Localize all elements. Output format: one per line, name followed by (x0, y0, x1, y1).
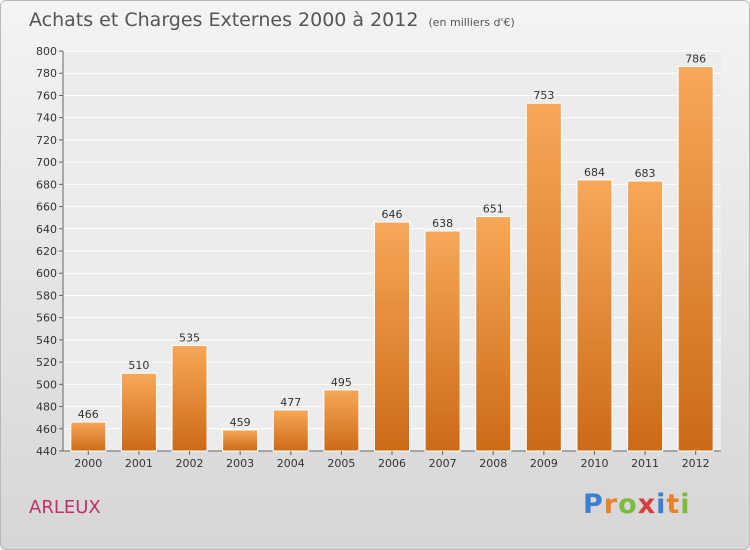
x-tick-label: 2002 (176, 457, 204, 470)
y-tick-label: 580 (36, 289, 57, 302)
bar (424, 230, 461, 452)
logo-letter: i (680, 489, 691, 520)
data-label: 495 (331, 376, 352, 389)
data-label: 510 (128, 359, 149, 372)
x-tick-label: 2003 (226, 457, 254, 470)
y-tick-label: 780 (36, 67, 57, 80)
bar (120, 372, 157, 452)
x-tick-label: 2001 (125, 457, 153, 470)
x-tick-label: 2000 (74, 457, 102, 470)
y-tick-label: 620 (36, 245, 57, 258)
x-tick-label: 2010 (580, 457, 608, 470)
y-tick-label: 800 (36, 45, 57, 58)
y-tick-label: 740 (36, 112, 57, 125)
bar (374, 221, 410, 452)
logo-letter: P (583, 489, 604, 520)
bar (222, 429, 259, 452)
y-tick-label: 540 (36, 334, 57, 347)
y-tick-label: 700 (36, 156, 57, 169)
x-tick-label: 2006 (378, 457, 406, 470)
data-label: 753 (533, 89, 554, 102)
y-tick-label: 440 (36, 445, 57, 458)
logo-letter: t (666, 489, 681, 520)
x-tick-label: 2012 (682, 457, 710, 470)
y-tick-label: 600 (36, 267, 57, 280)
y-tick-label: 720 (36, 134, 57, 147)
x-tick-label: 2009 (530, 457, 558, 470)
logo-letter: x (637, 489, 657, 520)
data-label: 786 (685, 53, 706, 66)
bar (171, 344, 208, 452)
data-label: 459 (230, 416, 251, 429)
y-tick-label: 480 (36, 401, 57, 414)
bar (475, 216, 512, 452)
chart-title: Achats et Charges Externes 2000 à 2012 (e… (29, 9, 515, 31)
y-tick-label: 680 (36, 178, 57, 191)
bar (576, 179, 613, 452)
data-label: 477 (280, 396, 301, 409)
y-tick-label: 660 (36, 201, 57, 214)
logo-letter: o (618, 489, 638, 520)
data-label: 466 (78, 408, 99, 421)
x-tick-label: 2011 (631, 457, 659, 470)
x-tick-label: 2005 (327, 457, 355, 470)
bar (323, 389, 360, 452)
bar (525, 102, 562, 452)
y-tick-label: 460 (36, 423, 57, 436)
data-label: 683 (635, 167, 656, 180)
data-label: 535 (179, 331, 200, 344)
bar (677, 66, 714, 452)
y-tick-label: 640 (36, 223, 57, 236)
data-label: 646 (382, 208, 403, 221)
data-label: 684 (584, 166, 605, 179)
bar (627, 180, 664, 452)
proxiti-logo: Proxiti (583, 489, 691, 520)
logo-letter: r (603, 489, 619, 520)
data-label: 638 (432, 217, 453, 230)
y-tick-label: 500 (36, 378, 57, 391)
bar (272, 409, 309, 452)
city-name: ARLEUX (29, 497, 101, 518)
logo-letter: i (656, 489, 667, 520)
x-tick-label: 2007 (429, 457, 457, 470)
x-tick-label: 2004 (277, 457, 305, 470)
y-tick-label: 560 (36, 312, 57, 325)
y-tick-label: 760 (36, 89, 57, 102)
data-label: 651 (483, 203, 504, 216)
chart-unit-note: (en milliers d'€) (428, 16, 515, 29)
chart-title-text: Achats et Charges Externes 2000 à 2012 (29, 9, 419, 31)
y-tick-label: 520 (36, 356, 57, 369)
bar (70, 421, 107, 452)
x-tick-label: 2008 (479, 457, 507, 470)
